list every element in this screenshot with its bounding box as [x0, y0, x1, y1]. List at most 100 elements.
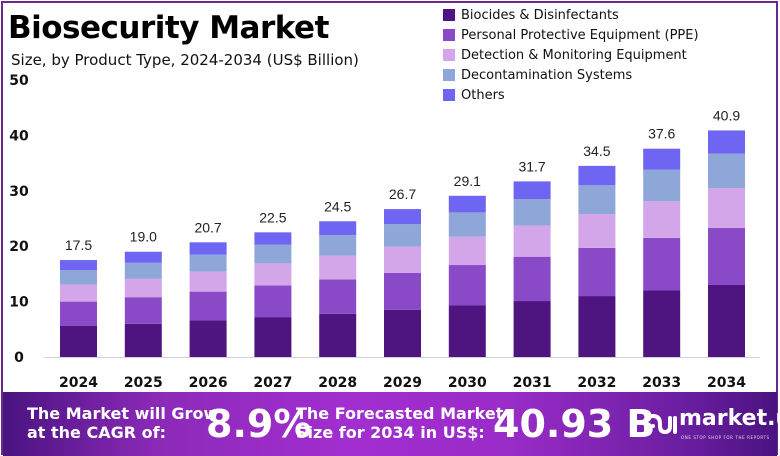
bar-total-label: 17.5 [65, 237, 92, 253]
forecast-label: The Forecasted Market Size for 2034 in U… [296, 404, 503, 442]
bar-segment-decontamination-systems [513, 199, 551, 226]
bar-segment-others [60, 260, 97, 271]
bar-segment-others [189, 242, 227, 255]
bar-segment-detection-monitoring-equipment [448, 236, 486, 266]
bar-segment-personal-protective-equipment-ppe [384, 272, 421, 310]
y-tick-label: 50 [9, 73, 29, 89]
x-tick-label: 2028 [318, 375, 357, 391]
bar-segment-biocides-disinfectants [513, 301, 551, 357]
x-tick-label: 2026 [189, 375, 228, 391]
bar-segment-personal-protective-equipment-ppe [578, 247, 616, 297]
bar-segment-others [578, 165, 616, 186]
legend-swatch [443, 49, 455, 61]
bar-total-label: 29.1 [454, 173, 481, 189]
legend-item-decontamination: Decontamination Systems [443, 65, 699, 85]
legend-swatch [443, 9, 455, 21]
legend-item-others: Others [443, 85, 699, 105]
y-tick-label: 40 [9, 128, 29, 144]
bar-segment-personal-protective-equipment-ppe [254, 285, 292, 318]
bar-segment-decontamination-systems [384, 224, 421, 247]
legend-label: Detection & Monitoring Equipment [461, 47, 687, 63]
bar-segment-biocides-disinfectants [254, 317, 292, 357]
bar-segment-biocides-disinfectants [384, 309, 421, 357]
bar-segment-personal-protective-equipment-ppe [60, 301, 97, 326]
legend-item-biocides: Biocides & Disinfectants [443, 5, 699, 25]
forecast-label-line1: The Forecasted Market [296, 404, 504, 423]
bar-segment-others [384, 209, 421, 225]
legend-label: Biocides & Disinfectants [461, 7, 619, 23]
bar-segment-personal-protective-equipment-ppe [513, 256, 551, 302]
bar-total-label: 34.5 [583, 143, 610, 159]
bar-segment-detection-monitoring-equipment [124, 278, 162, 298]
bar-segment-decontamination-systems [189, 254, 227, 272]
bar-segment-decontamination-systems [319, 235, 357, 256]
x-tick-label: 2034 [707, 375, 746, 391]
bar-segment-others [254, 232, 292, 245]
bar-segment-biocides-disinfectants [124, 323, 162, 357]
bar-segment-detection-monitoring-equipment [513, 225, 551, 257]
bar-segment-decontamination-systems [708, 153, 745, 189]
bar-total-label: 24.5 [324, 198, 351, 214]
bar-segment-decontamination-systems [578, 185, 616, 215]
bar-segment-biocides-disinfectants [708, 284, 745, 357]
forecast-value: 40.93 B [493, 402, 656, 446]
bar-segment-detection-monitoring-equipment [643, 201, 681, 238]
bar-segment-decontamination-systems [254, 244, 292, 264]
summary-banner: The Market will Grow at the CAGR of: 8.9… [3, 392, 780, 456]
cagr-value: 8.9% [206, 402, 312, 446]
cagr-label-line1: The Market will Grow [27, 404, 219, 423]
bar-segment-biocides-disinfectants [578, 296, 616, 357]
x-tick-label: 2027 [253, 375, 292, 391]
bar-segment-others [319, 221, 357, 236]
bar-total-label: 37.6 [648, 126, 675, 142]
bar-total-label: 40.9 [713, 107, 740, 123]
legend-label: Personal Protective Equipment (PPE) [461, 27, 699, 43]
bar-segment-biocides-disinfectants [448, 305, 486, 357]
bar-segment-decontamination-systems [448, 212, 486, 237]
cagr-label: The Market will Grow at the CAGR of: [27, 404, 218, 442]
bar-segment-others [513, 181, 551, 200]
bar-segment-biocides-disinfectants [643, 290, 681, 357]
legend-item-detection: Detection & Monitoring Equipment [443, 45, 699, 65]
forecast-label-line2: Size for 2034 in US$: [296, 423, 485, 442]
x-tick-label: 2033 [642, 375, 681, 391]
x-tick-label: 2030 [448, 375, 487, 391]
y-tick-label: 10 [9, 295, 29, 311]
stacked-bar-chart: 0102030405017.5202419.0202520.7202622.52… [9, 73, 760, 391]
bar-total-label: 31.7 [518, 158, 545, 174]
bar-total-label: 20.7 [194, 219, 221, 235]
bar-segment-decontamination-systems [124, 262, 162, 279]
bar-segment-detection-monitoring-equipment [578, 214, 616, 248]
bar-segment-personal-protective-equipment-ppe [708, 227, 745, 285]
chart-title: Biosecurity Market [8, 10, 329, 46]
bar-segment-personal-protective-equipment-ppe [643, 237, 681, 291]
x-tick-label: 2029 [383, 375, 422, 391]
bar-segment-decontamination-systems [60, 270, 97, 285]
bar-segment-detection-monitoring-equipment [708, 188, 745, 228]
legend-item-ppe: Personal Protective Equipment (PPE) [443, 25, 699, 45]
cagr-label-line2: at the CAGR of: [27, 423, 166, 442]
bar-segment-detection-monitoring-equipment [384, 246, 421, 273]
brand-name: market.us [679, 406, 780, 431]
bar-segment-personal-protective-equipment-ppe [448, 265, 486, 306]
x-tick-label: 2024 [59, 375, 98, 391]
bar-segment-detection-monitoring-equipment [60, 284, 97, 302]
y-tick-label: 20 [9, 239, 29, 255]
x-tick-label: 2032 [577, 375, 616, 391]
bar-total-label: 22.5 [259, 209, 286, 225]
bar-total-label: 19.0 [130, 229, 157, 245]
bar-segment-others [124, 251, 162, 263]
brand-tagline: ONE STOP SHOP FOR THE REPORTS [681, 435, 770, 440]
bar-total-label: 26.7 [389, 186, 416, 202]
bar-segment-personal-protective-equipment-ppe [319, 279, 357, 314]
y-tick-label: 0 [14, 350, 24, 366]
legend-label: Decontamination Systems [461, 67, 633, 83]
bar-segment-others [643, 148, 681, 170]
legend-label: Others [461, 87, 505, 103]
y-tick-label: 30 [9, 184, 29, 200]
chart-subtitle: Size, by Product Type, 2024-2034 (US$ Bi… [11, 51, 359, 69]
bar-segment-biocides-disinfectants [189, 320, 227, 357]
bar-segment-detection-monitoring-equipment [189, 271, 227, 292]
legend-swatch [443, 89, 455, 101]
